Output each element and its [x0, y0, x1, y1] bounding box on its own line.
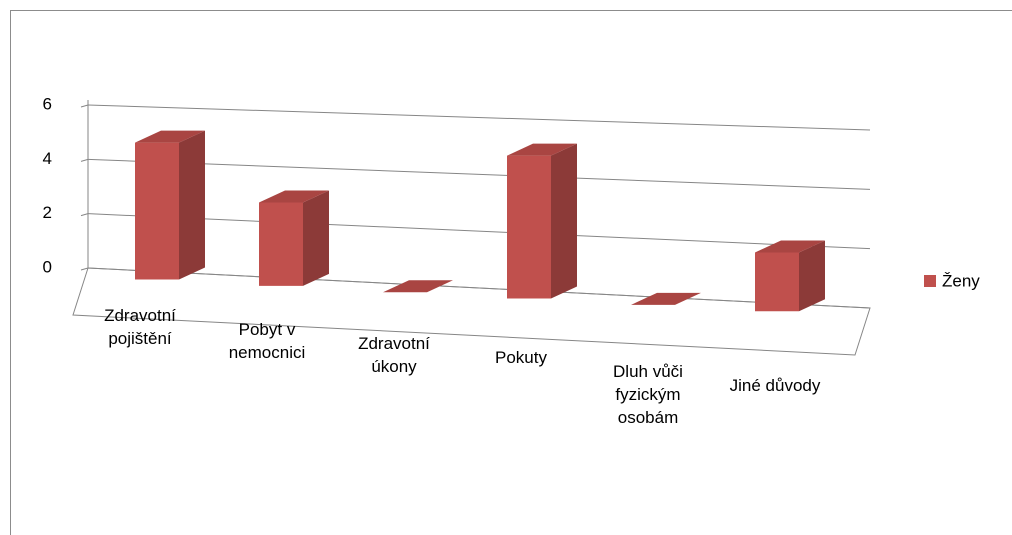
x-tick-label: Pokuty — [495, 348, 547, 367]
bar-top — [631, 292, 701, 305]
y-tick-label: 2 — [43, 203, 52, 222]
x-tick-label: Jiné důvody — [729, 376, 821, 395]
legend-swatch — [924, 275, 936, 287]
x-tick-label: Dluh vůči fyzickým osobám — [613, 362, 683, 427]
bar-side — [551, 143, 577, 299]
legend-label: Ženy — [942, 271, 980, 290]
x-tick-label: Zdravotní úkony — [358, 334, 430, 376]
grid-line — [87, 158, 871, 190]
y-tick-label: 0 — [43, 257, 52, 276]
bar-side — [799, 240, 825, 312]
bar-top — [135, 130, 205, 143]
bar-side — [303, 190, 329, 286]
chart-frame — [10, 10, 1012, 535]
bar-front — [755, 252, 799, 312]
bar-front — [259, 202, 303, 286]
grid-line — [87, 267, 871, 309]
y-tick-label: 6 — [43, 94, 52, 113]
y-tick — [80, 267, 89, 271]
y-tick — [80, 213, 89, 217]
x-tick-label: Pobyt v nemocnici — [228, 320, 306, 362]
y-tick — [80, 104, 89, 108]
x-tick-label: Zdravotní pojištění — [104, 306, 176, 348]
bar-top — [507, 143, 577, 156]
bar-front — [135, 142, 179, 280]
y-tick-label: 4 — [43, 149, 52, 168]
bar-side — [179, 130, 205, 280]
y-tick — [80, 158, 89, 162]
bar-front — [507, 155, 551, 299]
bar-top — [755, 240, 825, 253]
bar-top — [259, 190, 329, 203]
grid-line — [87, 104, 871, 131]
grid-line — [87, 213, 871, 250]
bar-top — [383, 280, 453, 293]
